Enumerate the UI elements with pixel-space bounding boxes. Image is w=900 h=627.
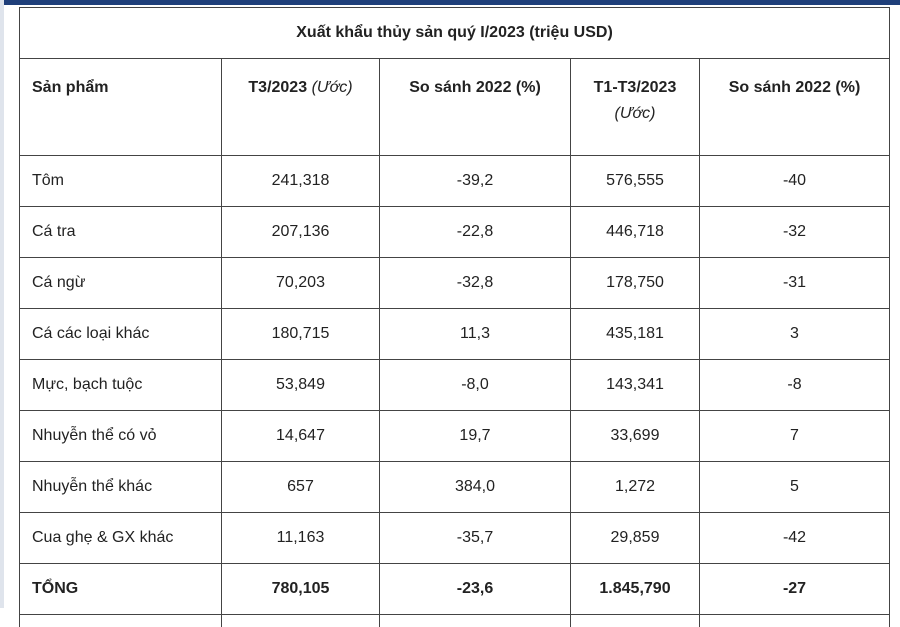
- cell-q1-compare: 7: [700, 411, 890, 462]
- cell-q1-compare: -40: [700, 156, 890, 207]
- cell-product: Cá các loại khác: [20, 309, 222, 360]
- cell-q1-value: 178,750: [571, 258, 700, 309]
- cell-q1-compare: -31: [700, 258, 890, 309]
- header-compare-2022-month: So sánh 2022 (%): [380, 59, 571, 156]
- cell-t3-value: 14,647: [222, 411, 380, 462]
- table-row: Cá tra 207,136 -22,8 446,718 -32: [20, 207, 890, 258]
- cell-t3-value: 207,136: [222, 207, 380, 258]
- table-title-row: Xuất khẩu thủy sản quý I/2023 (triệu USD…: [20, 8, 890, 59]
- cell-product: Nhuyễn thể có vỏ: [20, 411, 222, 462]
- table-row: Nhuyễn thể có vỏ 14,647 19,7 33,699 7: [20, 411, 890, 462]
- cell-t3-compare: -39,2: [380, 156, 571, 207]
- cell-q1-value: 143,341: [571, 360, 700, 411]
- header-estimate-note: (Ước): [614, 105, 655, 122]
- left-edge-strip: [0, 0, 4, 608]
- header-compare-2022-quarter: So sánh 2022 (%): [700, 59, 890, 156]
- cell-t3-value: 70,203: [222, 258, 380, 309]
- header-t3-2023: T3/2023 (Ước): [222, 59, 380, 156]
- table-row: Cua ghẹ & GX khác 11,163 -35,7 29,859 -4…: [20, 513, 890, 564]
- cell-q1-value: 435,181: [571, 309, 700, 360]
- cell-product: Cá tra: [20, 207, 222, 258]
- total-q1-value: 1.845,790: [571, 564, 700, 615]
- cell-t3-value: 11,163: [222, 513, 380, 564]
- cell-t3-compare: -22,8: [380, 207, 571, 258]
- total-row: TỔNG 780,105 -23,6 1.845,790 -27: [20, 564, 890, 615]
- table-row: Cá ngừ 70,203 -32,8 178,750 -31: [20, 258, 890, 309]
- cell-product: Nhuyễn thể khác: [20, 462, 222, 513]
- header-estimate-note: (Ước): [312, 79, 353, 96]
- cell-t3-value: 180,715: [222, 309, 380, 360]
- cell-product: Cua ghẹ & GX khác: [20, 513, 222, 564]
- seafood-export-table: Xuất khẩu thủy sản quý I/2023 (triệu USD…: [19, 7, 890, 627]
- cell-q1-value: 1,272: [571, 462, 700, 513]
- table-header-row: Sản phẩm T3/2023 (Ước) So sánh 2022 (%) …: [20, 59, 890, 156]
- cell-q1-compare: 3: [700, 309, 890, 360]
- cell-q1-value: 576,555: [571, 156, 700, 207]
- header-product: Sản phẩm: [20, 59, 222, 156]
- total-t3-compare: -23,6: [380, 564, 571, 615]
- table-continuation-row: [20, 615, 890, 627]
- table-row: Cá các loại khác 180,715 11,3 435,181 3: [20, 309, 890, 360]
- total-t3-value: 780,105: [222, 564, 380, 615]
- top-accent-bar: [0, 0, 900, 5]
- total-q1-compare: -27: [700, 564, 890, 615]
- cell-t3-compare: -32,8: [380, 258, 571, 309]
- cell-t3-compare: -35,7: [380, 513, 571, 564]
- cell-q1-value: 29,859: [571, 513, 700, 564]
- export-table-container: Xuất khẩu thủy sản quý I/2023 (triệu USD…: [19, 7, 889, 627]
- cell-q1-compare: -8: [700, 360, 890, 411]
- table-row: Nhuyễn thể khác 657 384,0 1,272 5: [20, 462, 890, 513]
- cell-q1-compare: 5: [700, 462, 890, 513]
- total-label: TỔNG: [20, 564, 222, 615]
- cell-t3-value: 53,849: [222, 360, 380, 411]
- cell-product: Cá ngừ: [20, 258, 222, 309]
- table-row: Tôm 241,318 -39,2 576,555 -40: [20, 156, 890, 207]
- cell-q1-value: 446,718: [571, 207, 700, 258]
- cell-t3-compare: 384,0: [380, 462, 571, 513]
- cell-t3-value: 241,318: [222, 156, 380, 207]
- header-t1-t3-2023: T1-T3/2023(Ước): [571, 59, 700, 156]
- table-title: Xuất khẩu thủy sản quý I/2023 (triệu USD…: [20, 8, 890, 59]
- cell-t3-compare: 19,7: [380, 411, 571, 462]
- cell-q1-compare: -42: [700, 513, 890, 564]
- cell-q1-value: 33,699: [571, 411, 700, 462]
- table-row: Mực, bạch tuộc 53,849 -8,0 143,341 -8: [20, 360, 890, 411]
- cell-t3-compare: -8,0: [380, 360, 571, 411]
- cell-t3-value: 657: [222, 462, 380, 513]
- cell-q1-compare: -32: [700, 207, 890, 258]
- cell-t3-compare: 11,3: [380, 309, 571, 360]
- cell-product: Mực, bạch tuộc: [20, 360, 222, 411]
- cell-product: Tôm: [20, 156, 222, 207]
